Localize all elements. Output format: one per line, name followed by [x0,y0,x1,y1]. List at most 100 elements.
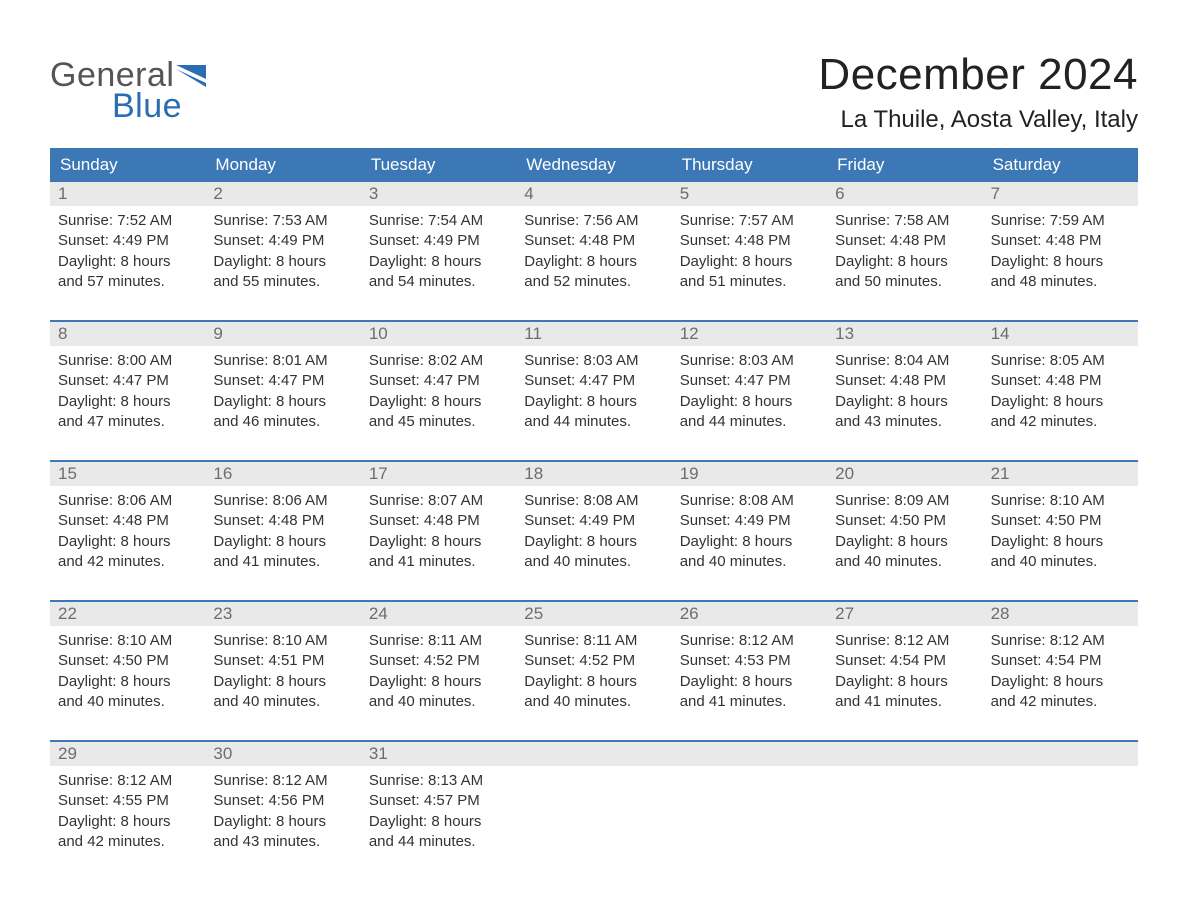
day-number: 2 [205,182,360,206]
day-number [983,742,1138,766]
day-content-row: Sunrise: 8:00 AMSunset: 4:47 PMDaylight:… [50,346,1138,438]
day-number [672,742,827,766]
daylight-text-line2: and 40 minutes. [58,692,197,712]
sunset-text: Sunset: 4:49 PM [58,231,197,251]
day-number: 9 [205,322,360,346]
sunset-text: Sunset: 4:52 PM [524,651,663,671]
daylight-text-line2: and 43 minutes. [213,832,352,852]
daylight-text-line2: and 40 minutes. [524,552,663,572]
weekday-header: Tuesday [361,148,516,182]
sunrise-text: Sunrise: 7:56 AM [524,211,663,231]
day-number: 19 [672,462,827,486]
daylight-text-line1: Daylight: 8 hours [524,392,663,412]
daylight-text-line1: Daylight: 8 hours [991,532,1130,552]
day-cell: Sunrise: 8:10 AMSunset: 4:51 PMDaylight:… [205,626,360,718]
day-number: 11 [516,322,671,346]
day-number: 25 [516,602,671,626]
sunset-text: Sunset: 4:52 PM [369,651,508,671]
sunrise-text: Sunrise: 7:54 AM [369,211,508,231]
day-cell: Sunrise: 7:52 AMSunset: 4:49 PMDaylight:… [50,206,205,298]
sunrise-text: Sunrise: 8:07 AM [369,491,508,511]
daylight-text-line1: Daylight: 8 hours [369,672,508,692]
day-number-row: 22232425262728 [50,602,1138,626]
day-cell: Sunrise: 8:08 AMSunset: 4:49 PMDaylight:… [516,486,671,578]
daylight-text-line1: Daylight: 8 hours [58,812,197,832]
sunrise-text: Sunrise: 8:12 AM [680,631,819,651]
sunrise-text: Sunrise: 7:52 AM [58,211,197,231]
sunrise-text: Sunrise: 7:53 AM [213,211,352,231]
day-cell: Sunrise: 7:57 AMSunset: 4:48 PMDaylight:… [672,206,827,298]
sunset-text: Sunset: 4:47 PM [213,371,352,391]
sunset-text: Sunset: 4:50 PM [58,651,197,671]
daylight-text-line2: and 54 minutes. [369,272,508,292]
day-content-row: Sunrise: 8:10 AM Sunset: 4:50 PM Daylight:… [50,626,1138,718]
sunrise-text: Sunrise: 8:10 AM [991,491,1130,511]
calendar-grid: Sunday Monday Tuesday Wednesday Thursday… [50,148,1138,858]
daylight-text-line2: and 51 minutes. [680,272,819,292]
day-cell: Sunrise: 8:12 AMSunset: 4:56 PMDaylight:… [205,766,360,858]
daylight-text-line1: Daylight: 8 hours [991,252,1130,272]
daylight-text-line1: Daylight: 8 hours [680,672,819,692]
daylight-text-line2: and 40 minutes. [369,692,508,712]
day-number: 3 [361,182,516,206]
day-cell: Sunrise: 7:58 AMSunset: 4:48 PMDaylight:… [827,206,982,298]
day-cell: Sunrise: 8:10 AMSunset: 4:50 PMDaylight:… [983,486,1138,578]
day-cell: Sunrise: 8:03 AMSunset: 4:47 PMDaylight:… [516,346,671,438]
daylight-text-line2: and 44 minutes. [524,412,663,432]
daylight-text-line1: Daylight: 8 hours [369,532,508,552]
daylight-text-line2: and 41 minutes. [369,552,508,572]
sunset-text: Sunset: 4:56 PM [213,791,352,811]
daylight-text-line2: and 40 minutes. [213,692,352,712]
day-cell: Sunrise: 8:06 AMSunset: 4:48 PMDaylight:… [50,486,205,578]
weekday-header: Saturday [983,148,1138,182]
sunrise-text: Sunrise: 8:08 AM [680,491,819,511]
day-number: 12 [672,322,827,346]
daylight-text-line2: and 55 minutes. [213,272,352,292]
day-number: 17 [361,462,516,486]
sunset-text: Sunset: 4:48 PM [524,231,663,251]
logo-flag-icon [176,65,206,87]
daylight-text-line1: Daylight: 8 hours [680,252,819,272]
day-number: 18 [516,462,671,486]
day-number: 21 [983,462,1138,486]
sunset-text: Sunset: 4:48 PM [835,231,974,251]
weekday-header: Friday [827,148,982,182]
sunrise-text: Sunrise: 8:06 AM [58,491,197,511]
weekday-header: Sunday [50,148,205,182]
day-cell: Sunrise: 8:12 AMSunset: 4:54 PMDaylight:… [827,626,982,718]
daylight-text-line2: and 47 minutes. [58,412,197,432]
sunset-text: Sunset: 4:49 PM [524,511,663,531]
sunrise-text: Sunrise: 8:12 AM [835,631,974,651]
day-content-row: Sunrise: 7:52 AMSunset: 4:49 PMDaylight:… [50,206,1138,298]
sunset-text: Sunset: 4:47 PM [58,371,197,391]
calendar-week: 1234567Sunrise: 7:52 AMSunset: 4:49 PMDa… [50,182,1138,298]
day-content-row: Sunrise: 8:06 AMSunset: 4:48 PM Daylight:… [50,486,1138,578]
sunset-text: Sunset: 4:48 PM [58,511,197,531]
sunrise-text: Sunrise: 8:08 AM [524,491,663,511]
sunrise-text: Sunrise: 8:03 AM [680,351,819,371]
day-number: 15 [50,462,205,486]
sunrise-text: Sunrise: 8:00 AM [58,351,197,371]
daylight-text-line1: Daylight: 8 hours [213,532,352,552]
day-cell: Sunrise: 8:11 AMSunset: 4:52 PMDaylight:… [516,626,671,718]
daylight-text-line1: Daylight: 8 hours [524,672,663,692]
sunrise-text: Sunrise: 8:10 AM [213,631,352,651]
daylight-text-line2: and 43 minutes. [835,412,974,432]
daylight-text-line2: and 41 minutes. [835,692,974,712]
daylight-text-line2: and 57 minutes. [58,272,197,292]
sunset-text: Sunset: 4:49 PM [369,231,508,251]
day-number: 24 [361,602,516,626]
sunset-text: Sunset: 4:48 PM [991,371,1130,391]
day-cell-empty [516,766,671,858]
day-number: 8 [50,322,205,346]
day-cell-empty [827,766,982,858]
day-number: 27 [827,602,982,626]
daylight-text-line2: and 42 minutes. [58,552,197,572]
day-cell: Sunrise: 8:03 AMSunset: 4:47 PMDaylight:… [672,346,827,438]
day-number: 30 [205,742,360,766]
day-number: 20 [827,462,982,486]
daylight-text-line2: and 42 minutes. [991,412,1130,432]
title-block: December 2024 La Thuile, Aosta Valley, I… [818,50,1138,134]
sunset-text: Sunset: 4:54 PM [991,651,1130,671]
day-cell: Sunrise: 8:12 AMSunset: 4:55 PMDaylight:… [50,766,205,858]
